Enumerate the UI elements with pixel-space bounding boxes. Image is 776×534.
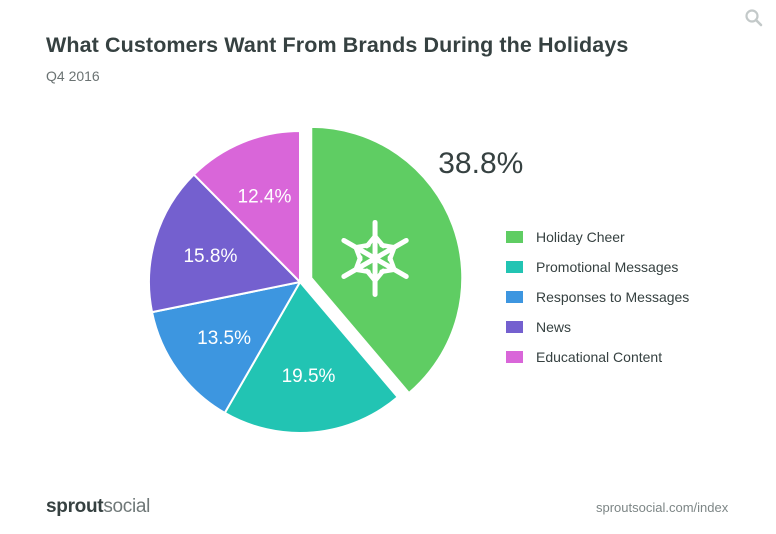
snowflake-stroke xyxy=(387,255,397,272)
chart-title: What Customers Want From Brands During t… xyxy=(46,33,629,57)
footer-url[interactable]: sproutsocial.com/index xyxy=(596,500,729,515)
snowflake-stroke xyxy=(372,255,409,279)
chart-subtitle: Q4 2016 xyxy=(46,68,100,84)
legend-label: Educational Content xyxy=(536,349,663,365)
pie-slices xyxy=(148,125,464,434)
search-icon xyxy=(745,9,763,27)
slice-label-promotional-messages: 19.5% xyxy=(282,366,336,387)
pie-slice-holiday-cheer xyxy=(310,125,464,395)
legend-swatch xyxy=(506,291,523,303)
legend-label: Promotional Messages xyxy=(536,259,679,275)
pie-slice-promotional-messages xyxy=(223,280,400,434)
snowflake-stroke xyxy=(353,267,371,275)
slice-label-responses-to-messages: 13.5% xyxy=(197,328,251,349)
legend-item-holiday-cheer: Holiday Cheer xyxy=(506,222,689,252)
legend-swatch xyxy=(506,261,523,273)
legend-label: Responses to Messages xyxy=(536,289,690,305)
pie-slice-responses-to-messages xyxy=(150,280,302,415)
snowflake-stroke xyxy=(372,268,386,284)
snowflake-stroke xyxy=(341,237,378,261)
snowflake-stroke xyxy=(372,237,409,261)
legend-item-educational-content: Educational Content xyxy=(506,342,689,372)
snowflake-icon xyxy=(341,219,409,297)
pie-slice-news xyxy=(148,173,303,314)
legend-label: News xyxy=(536,319,572,335)
slice-label-news: 15.8% xyxy=(183,246,237,267)
pie-slice-educational-content xyxy=(192,129,301,285)
slice-label-educational-content: 12.4% xyxy=(238,186,292,207)
slice-label-holiday-cheer: 38.8% xyxy=(438,147,523,180)
legend-item-promotional-messages: Promotional Messages xyxy=(506,252,689,282)
snowflake-stroke xyxy=(353,245,363,262)
snowflake-stroke xyxy=(341,255,378,279)
legend-swatch xyxy=(506,321,523,333)
legend-item-news: News xyxy=(506,312,689,342)
legend-swatch xyxy=(506,351,523,363)
pie-slice-labels: 38.8% 19.5% 13.5% 15.8% 12.4% xyxy=(183,147,523,387)
chart-legend: Holiday Cheer Promotional Messages Respons… xyxy=(506,222,689,372)
search-button[interactable] xyxy=(744,8,764,28)
legend-item-responses-to-messages: Responses to Messages xyxy=(506,282,689,312)
snowflake-stroke xyxy=(379,242,397,250)
legend-label: Holiday Cheer xyxy=(536,229,625,245)
brand-logo: sproutsocial xyxy=(46,496,151,517)
legend-swatch xyxy=(506,231,523,243)
